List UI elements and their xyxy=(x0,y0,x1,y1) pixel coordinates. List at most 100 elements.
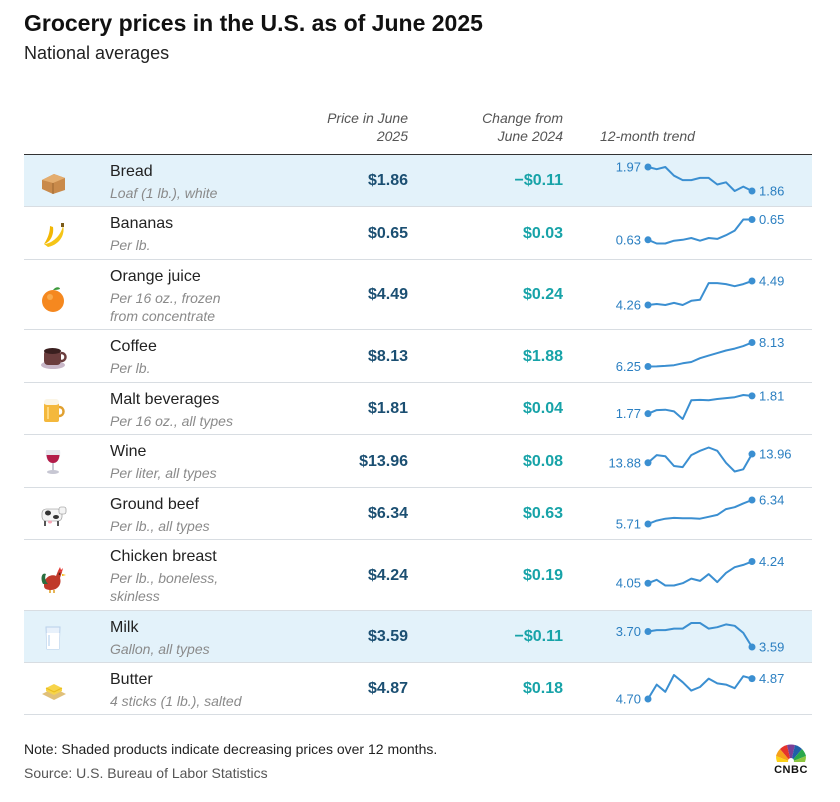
column-header-change: Change from June 2024 xyxy=(430,109,563,145)
sparkline: 5.71 6.34 xyxy=(616,493,785,532)
sparkline: 13.88 13.96 xyxy=(608,446,792,473)
sparkline-start-point xyxy=(644,579,652,587)
sparkline-end-point xyxy=(748,450,756,458)
product-description-line: Per lb., boneless, xyxy=(110,570,219,586)
product-name: Butter xyxy=(110,671,153,688)
product-description-line: Loaf (1 lb.), white xyxy=(110,185,218,201)
sparkline-start-point xyxy=(644,627,652,635)
beer-icon xyxy=(44,399,65,422)
table-row: Bread Loaf (1 lb.), white $1.86 −$0.11 1.97 1… xyxy=(24,155,812,207)
sparkline: 3.70 3.59 xyxy=(616,622,784,655)
sparkline-start-point xyxy=(644,695,652,703)
milk-icon xyxy=(45,626,61,650)
sparkline-start-point xyxy=(644,459,652,467)
sparkline-start-label: 3.70 xyxy=(616,624,641,639)
sparkline-start-label: 1.77 xyxy=(616,406,641,421)
bread-icon xyxy=(42,174,65,194)
sparkline-line xyxy=(647,394,753,420)
sparkline: 4.05 4.24 xyxy=(616,554,785,591)
chart-title: Grocery prices in the U.S. as of June 20… xyxy=(24,10,483,36)
sparkline-start-point xyxy=(644,163,652,171)
column-header-price: Price in June 2025 xyxy=(290,109,408,145)
footnote: Note: Shaded products indicate decreasin… xyxy=(24,741,438,757)
sparkline-end-point xyxy=(748,277,756,285)
product-name: Wine xyxy=(110,443,147,460)
change-value: $1.88 xyxy=(522,347,563,365)
price-value: $4.49 xyxy=(367,286,408,303)
change-value: −$0.11 xyxy=(514,628,564,645)
table-row: Malt beverages Per 16 oz., all types $1.81… xyxy=(24,383,812,435)
column-header-trend: 12-month trend xyxy=(600,128,695,144)
product-description-line: Per lb., all types xyxy=(110,518,210,534)
sparkline-line xyxy=(647,622,753,648)
product-description: Per 16 oz., frozen from concentrate xyxy=(110,289,260,325)
sparkline-start-label: 4.70 xyxy=(616,692,641,707)
product-description-line: skinless xyxy=(110,588,160,604)
change-value: $0.63 xyxy=(522,505,563,522)
sparkline: 1.97 1.86 xyxy=(616,160,785,199)
price-value: $4.24 xyxy=(367,566,408,584)
header-divider xyxy=(24,154,812,155)
chart-subtitle: National averages xyxy=(24,43,170,63)
table-row: Coffee Per lb. $8.13 $1.88 6.25 8.13 xyxy=(24,330,812,383)
product-name: Orange juice xyxy=(110,268,201,285)
product-name: Ground beef xyxy=(110,496,199,513)
butter-icon xyxy=(42,684,66,700)
source-note: Source: U.S. Bureau of Labor Statistics xyxy=(24,765,268,781)
rooster-icon xyxy=(41,567,66,593)
orange-icon xyxy=(42,287,64,312)
product-description: Per 16 oz., all types xyxy=(110,412,260,430)
product-name: Chicken breast xyxy=(110,548,217,565)
change-value: $0.19 xyxy=(522,566,563,584)
column-header-change-line2: June 2024 xyxy=(497,128,563,144)
sparkline-end-label: 4.49 xyxy=(759,274,784,289)
product-description: Per lb., all types xyxy=(110,517,260,535)
table-row: Ground beef Per lb., all types $6.34 $0.63 5… xyxy=(24,488,812,540)
product-description: Per lb. xyxy=(110,236,260,254)
sparkline-end-label: 4.24 xyxy=(759,554,784,569)
sparkline-line xyxy=(647,166,753,192)
product-description-line: Per 16 oz., all types xyxy=(110,413,233,429)
product-description-line: Per lb. xyxy=(110,360,151,376)
product-name: Bananas xyxy=(110,215,174,232)
table-row: Chicken breast Per lb., boneless, skinless… xyxy=(24,540,812,611)
product-description-line: Gallon, all types xyxy=(110,641,210,657)
product-description: Gallon, all types xyxy=(110,640,260,658)
product-description: Loaf (1 lb.), white xyxy=(110,184,260,202)
product-name: Malt beverages xyxy=(110,391,220,408)
product-name: Coffee xyxy=(110,338,157,355)
product-name: Milk xyxy=(110,619,139,636)
price-value: $0.65 xyxy=(367,224,408,242)
column-header-price-line2: 2025 xyxy=(376,128,408,144)
sparkline-end-point xyxy=(748,558,756,565)
change-value: $0.03 xyxy=(522,224,563,242)
sparkline-end-point xyxy=(748,643,756,651)
sparkline-start-label: 4.26 xyxy=(616,298,641,313)
sparkline-end-point xyxy=(748,339,756,346)
cnbc-peacock-icon xyxy=(775,744,807,764)
product-description: Per lb. xyxy=(110,359,260,377)
change-value: $0.08 xyxy=(522,452,563,470)
change-value: $0.04 xyxy=(522,400,563,417)
price-value: $3.59 xyxy=(367,628,408,645)
sparkline: 6.25 8.13 xyxy=(616,335,785,374)
sparkline-line xyxy=(647,446,753,473)
product-description-line: Per liter, all types xyxy=(110,465,217,481)
product-description: Per lb., boneless, skinless xyxy=(110,569,260,605)
product-description-line: Per lb. xyxy=(110,237,151,253)
sparkline-line xyxy=(647,499,753,525)
sparkline-end-point xyxy=(748,187,756,195)
sparkline-start-point xyxy=(644,236,652,244)
sparkline-start-label: 1.97 xyxy=(616,160,641,175)
sparkline-end-label: 1.81 xyxy=(759,388,784,403)
sparkline: 1.77 1.81 xyxy=(616,388,785,421)
product-description-line: Per 16 oz., frozen xyxy=(110,290,221,306)
change-value: $0.24 xyxy=(522,286,563,303)
coffee-icon xyxy=(41,348,67,369)
price-value: $13.96 xyxy=(359,452,408,470)
sparkline-end-point xyxy=(748,392,756,400)
sparkline-line xyxy=(647,674,753,700)
sparkline-end-label: 0.65 xyxy=(759,212,784,227)
sparkline-start-label: 13.88 xyxy=(608,455,641,470)
sparkline-start-label: 5.71 xyxy=(616,517,641,532)
